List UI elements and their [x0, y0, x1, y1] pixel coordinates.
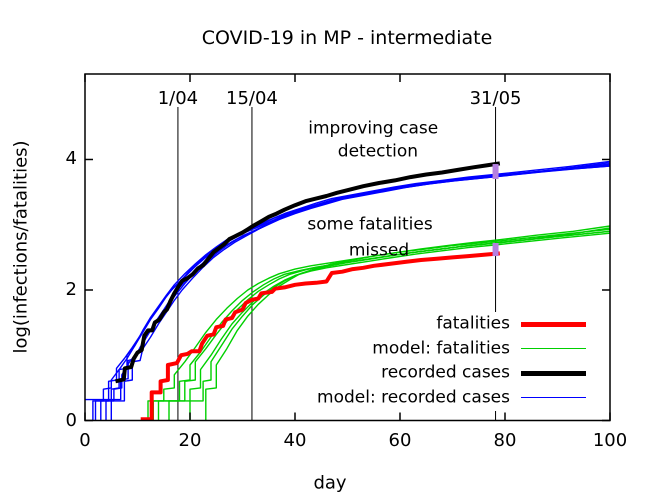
series-model-recorded-cases-member: [85, 165, 610, 401]
plot-border: [84, 73, 611, 422]
series-model-fatalities-member: [205, 225, 610, 421]
series-model-recorded-cases-member: [92, 160, 610, 421]
series-model-fatalities-member: [147, 228, 610, 421]
series-fatalities: [140, 251, 500, 421]
series-recorded-cases: [115, 161, 501, 384]
series-model-recorded-cases-member: [100, 164, 610, 421]
series-model-recorded-cases-member: [105, 165, 610, 421]
series-model-fatalities-member: [157, 230, 610, 421]
series-group: [85, 160, 610, 421]
series-model-fatalities-member: [168, 230, 610, 421]
